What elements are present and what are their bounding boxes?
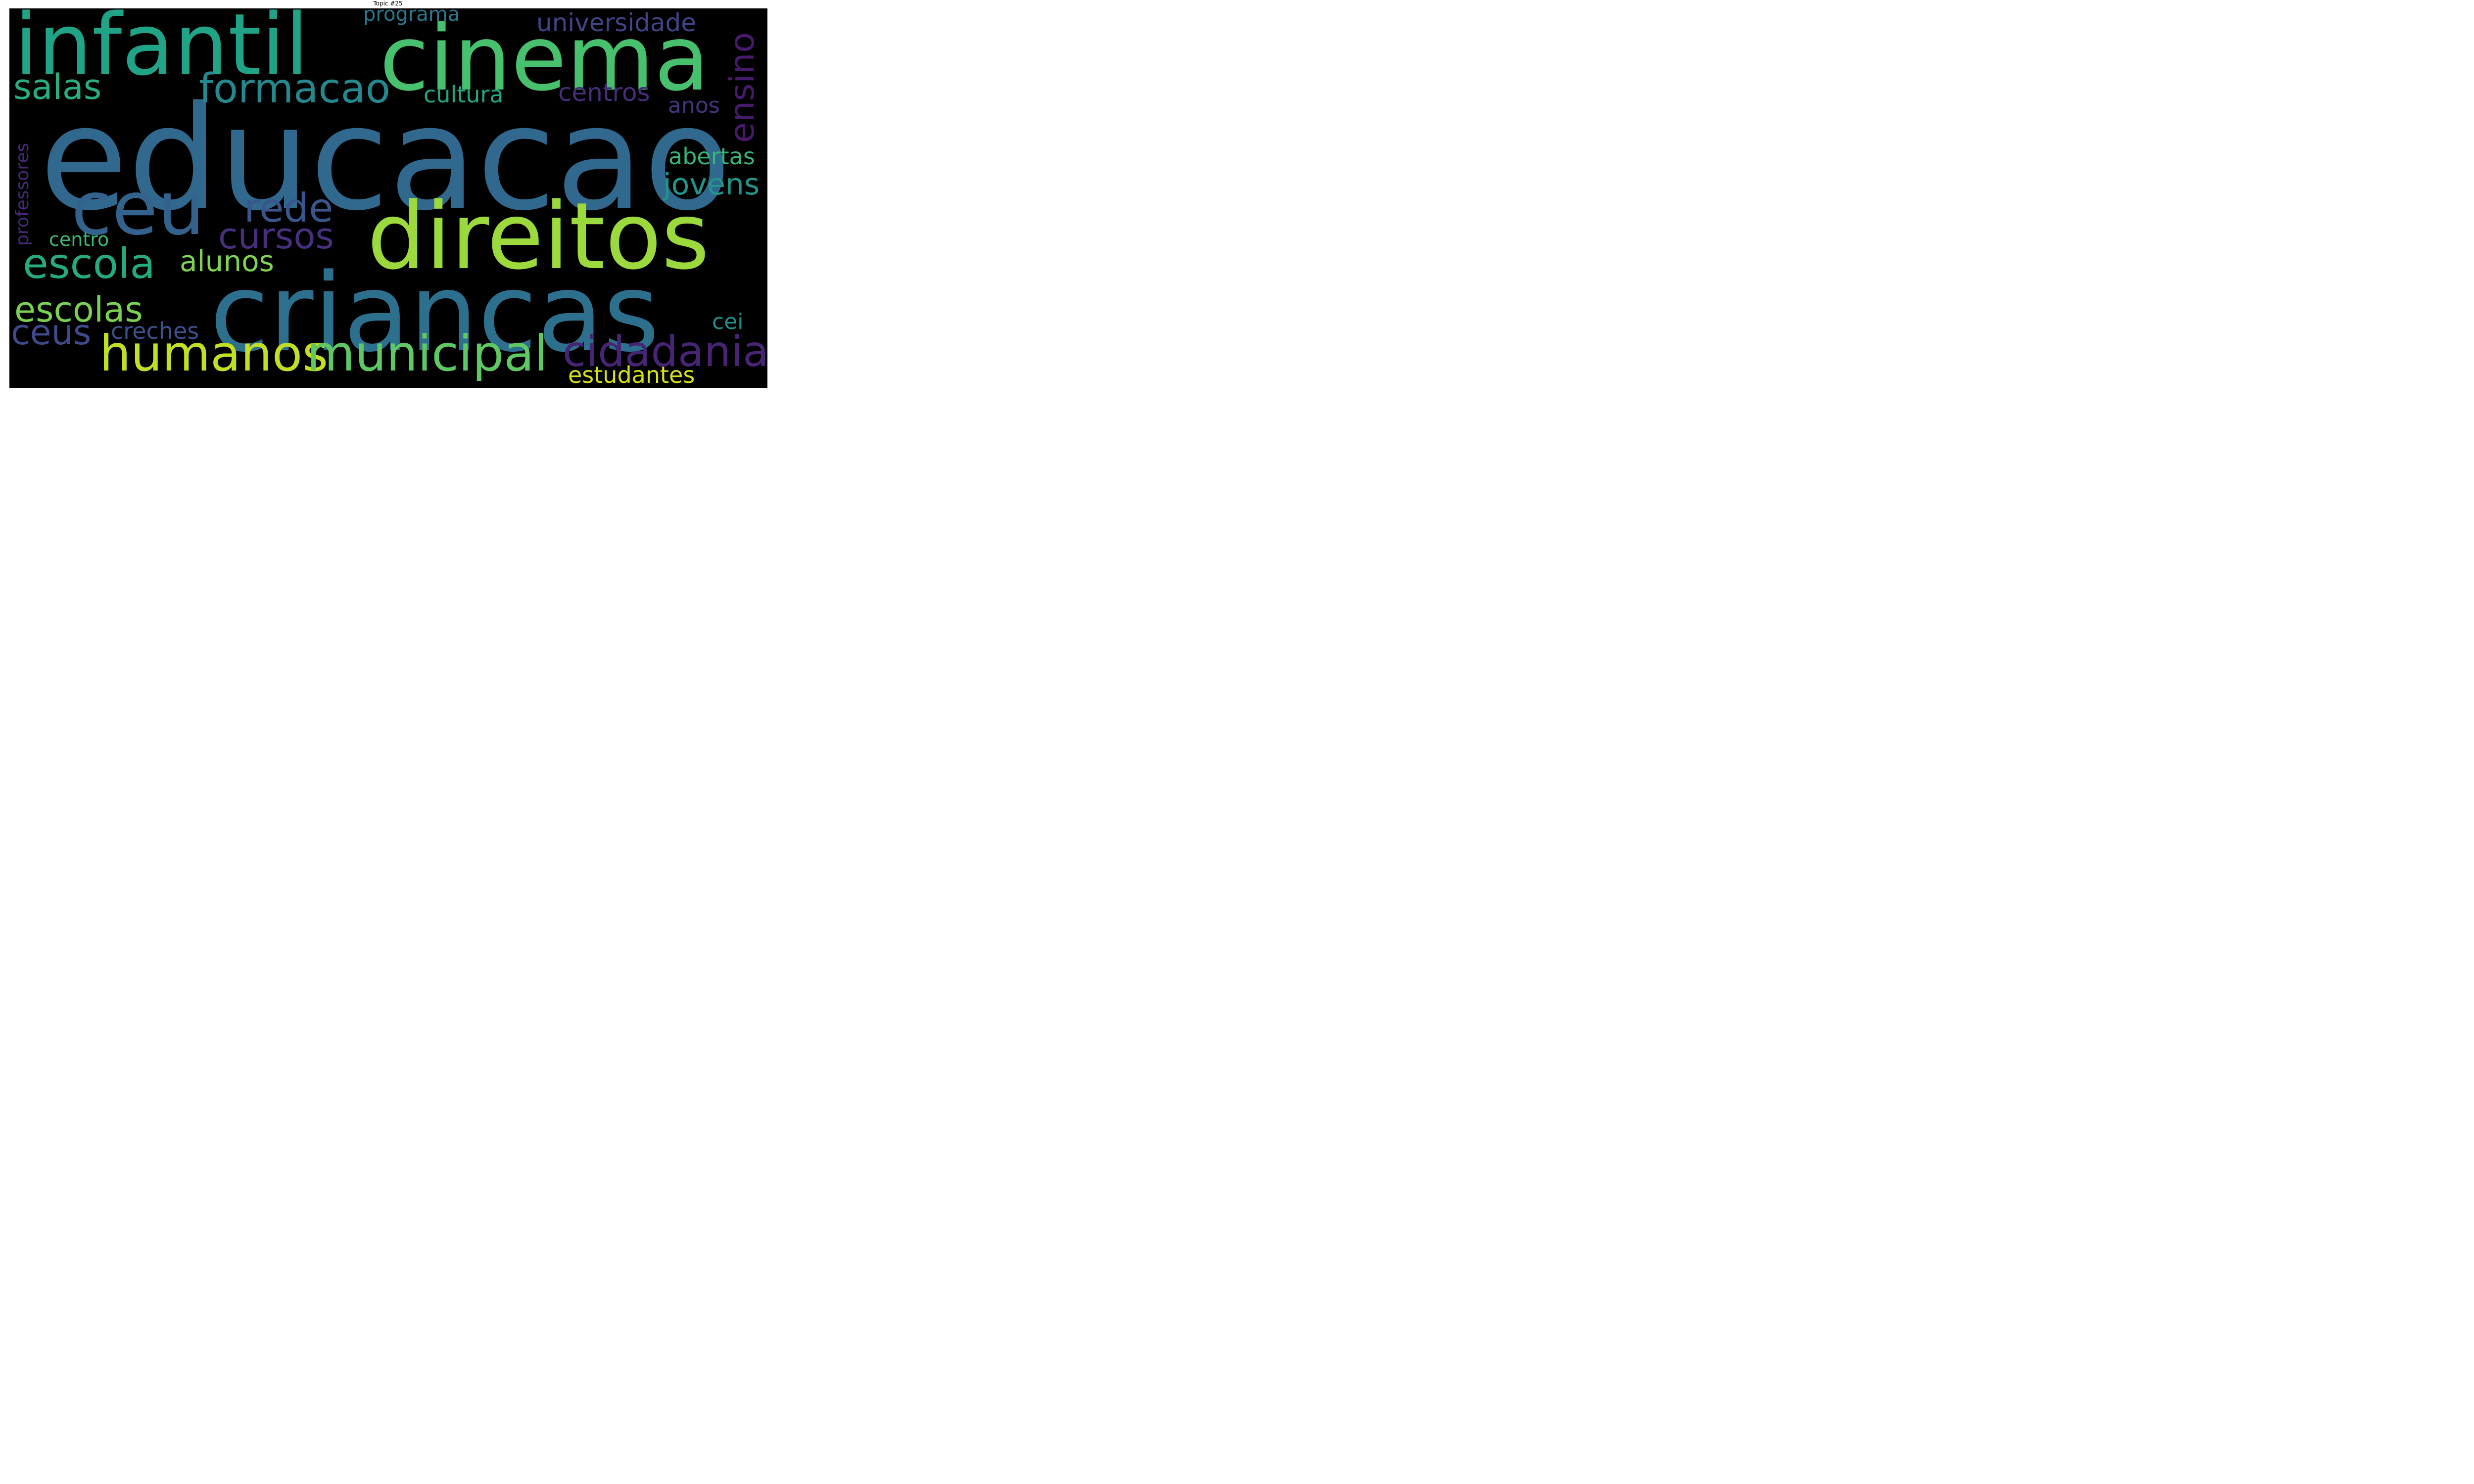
word-ceu: ceu (71, 166, 205, 252)
word-centros: centros (558, 78, 650, 107)
word-cloud: educacao criancas direitos cinema infant… (9, 8, 767, 388)
word-cursos: cursos (218, 215, 334, 257)
word-rede: rede (244, 185, 333, 231)
word-infantil: infantil (14, 8, 309, 94)
word-ceus: ceus (11, 312, 92, 353)
page-title: Topic #25 (373, 0, 403, 7)
word-abertas: abertas (668, 143, 755, 170)
word-programa: programa (363, 8, 460, 26)
word-centro: centro (49, 229, 109, 250)
word-cidadania: cidadania (563, 327, 767, 376)
word-cultura: cultura (424, 81, 504, 108)
word-escolas: escolas (14, 289, 143, 330)
word-salas: salas (13, 67, 102, 107)
word-criancas: criancas (210, 251, 660, 376)
word-formacao: formacao (199, 65, 390, 112)
word-anos: anos (668, 93, 720, 118)
word-municipal: municipal (307, 325, 548, 382)
word-alunos: alunos (180, 244, 274, 278)
word-professores: professores (12, 142, 33, 246)
word-educacao: educacao (40, 76, 732, 242)
word-creches: creches (111, 318, 199, 344)
word-direitos: direitos (367, 183, 710, 290)
word-jovens: jovens (663, 167, 760, 202)
word-cinema: cinema (380, 8, 710, 111)
word-universidade: universidade (536, 8, 696, 37)
word-ensino: ensino (723, 32, 762, 143)
word-humanos: humanos (99, 325, 329, 382)
word-cei: cei (712, 309, 744, 334)
word-escola: escola (23, 239, 155, 288)
word-estudantes: estudantes (568, 362, 695, 388)
